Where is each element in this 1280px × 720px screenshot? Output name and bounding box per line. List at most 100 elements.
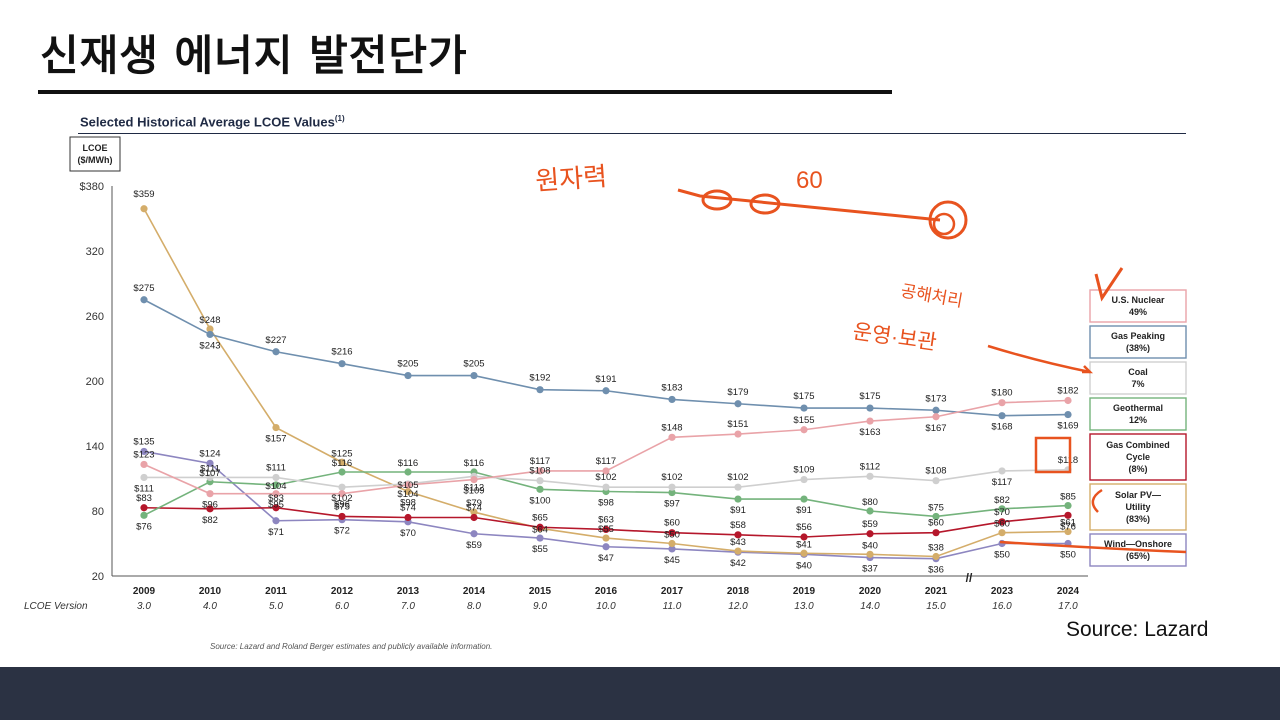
legend-label: Solar PV— [1115,490,1161,500]
data-label: $98 [400,498,416,509]
data-label: $205 [397,359,418,370]
data-point [1064,501,1072,510]
data-point [470,475,478,484]
legend-box [1089,433,1187,481]
data-point [602,467,610,475]
data-label: $50 [1060,550,1076,561]
data-label: $56 [796,522,812,533]
data-point [140,205,148,213]
data-label: $76 [136,521,152,532]
data-label: $102 [661,472,682,483]
data-point [536,485,544,493]
data-label: $79 [466,498,482,509]
title-underline [38,90,892,94]
data-point [536,523,544,531]
ylabel-line: LCOE [82,143,107,153]
data-label: $85 [1060,492,1076,503]
data-point [338,490,346,498]
data-label: $227 [265,335,286,346]
version-label: 5.0 [269,601,283,612]
data-point [272,517,280,525]
data-label: $72 [334,526,350,537]
data-label: $180 [991,388,1012,399]
data-point [668,545,676,553]
data-label: $102 [727,472,748,483]
ylabel-line: ($/MWh) [78,155,113,165]
data-point [470,513,478,522]
data-point [668,433,676,441]
data-point [932,529,940,537]
x-tick-label: 2016 [595,586,618,597]
data-point [800,549,808,557]
data-point [734,531,742,539]
data-point [800,533,808,541]
version-label: 14.0 [860,601,880,612]
data-label: $123 [133,449,154,460]
data-label: $95 [268,500,284,511]
data-point [536,534,544,542]
legend-label: Wind—Onshore [1104,539,1172,549]
ink-arrowhead [1082,365,1094,374]
data-point [800,475,808,484]
data-point [668,488,676,497]
data-point [338,483,346,491]
legend-label: Geothermal [1113,403,1163,413]
legend-box [1089,397,1187,431]
data-point [998,529,1006,537]
data-point [206,330,214,339]
data-label: $108 [925,466,946,477]
data-point [602,534,610,542]
y-tick-label: 320 [86,246,104,258]
data-label: $169 [1057,421,1078,432]
data-label: $80 [862,497,878,508]
data-point [668,483,676,491]
version-label: 3.0 [137,601,151,612]
data-label: $102 [595,472,616,483]
data-label: $91 [730,505,746,516]
ink-circle [701,189,733,211]
data-point [668,539,676,548]
x-tick-label: 2021 [925,586,948,597]
legend-label: U.S. Nuclear [1111,295,1165,305]
footer-band [0,667,1280,720]
data-label: $41 [796,539,812,550]
data-point [272,490,280,498]
handwritten-nuclear: 원자력 [534,161,608,196]
x-tick-label: 2011 [265,586,287,597]
data-point [866,550,874,558]
data-label: $109 [463,486,484,497]
data-label: $116 [398,458,418,469]
x-tick-label: 2024 [1057,586,1080,597]
data-label: $104 [265,481,286,492]
data-label: $75 [334,501,350,512]
data-label: $179 [727,387,748,398]
data-label: $37 [862,564,878,575]
version-label: 16.0 [992,601,1012,612]
data-label: $111 [266,462,286,473]
data-point [272,423,280,432]
data-label: $116 [332,458,352,469]
data-label: $82 [202,515,218,526]
data-label: $60 [994,519,1010,530]
legend-share: 49% [1129,307,1147,317]
data-label: $205 [463,359,484,370]
data-label: $50 [994,550,1010,561]
ink-arrow-to-coal [987,344,1091,374]
data-label: $96 [334,500,350,511]
data-label: $192 [529,373,550,384]
data-label: $102 [331,493,352,504]
data-label: $96 [202,500,218,511]
version-label: 6.0 [335,601,349,612]
data-label: $117 [992,477,1012,488]
source-credit: Source: Lazard [1066,618,1209,641]
chart-title-note: (1) [334,114,345,123]
data-label: $112 [464,482,484,493]
data-label: $175 [859,391,880,402]
data-point [800,495,808,503]
x-tick-label: 2009 [133,586,156,597]
handwritten-60: 60 [796,167,823,194]
y-tick-label: 200 [86,376,104,388]
data-label: $50 [664,530,680,541]
data-label: $40 [796,560,812,571]
data-point [404,481,412,489]
